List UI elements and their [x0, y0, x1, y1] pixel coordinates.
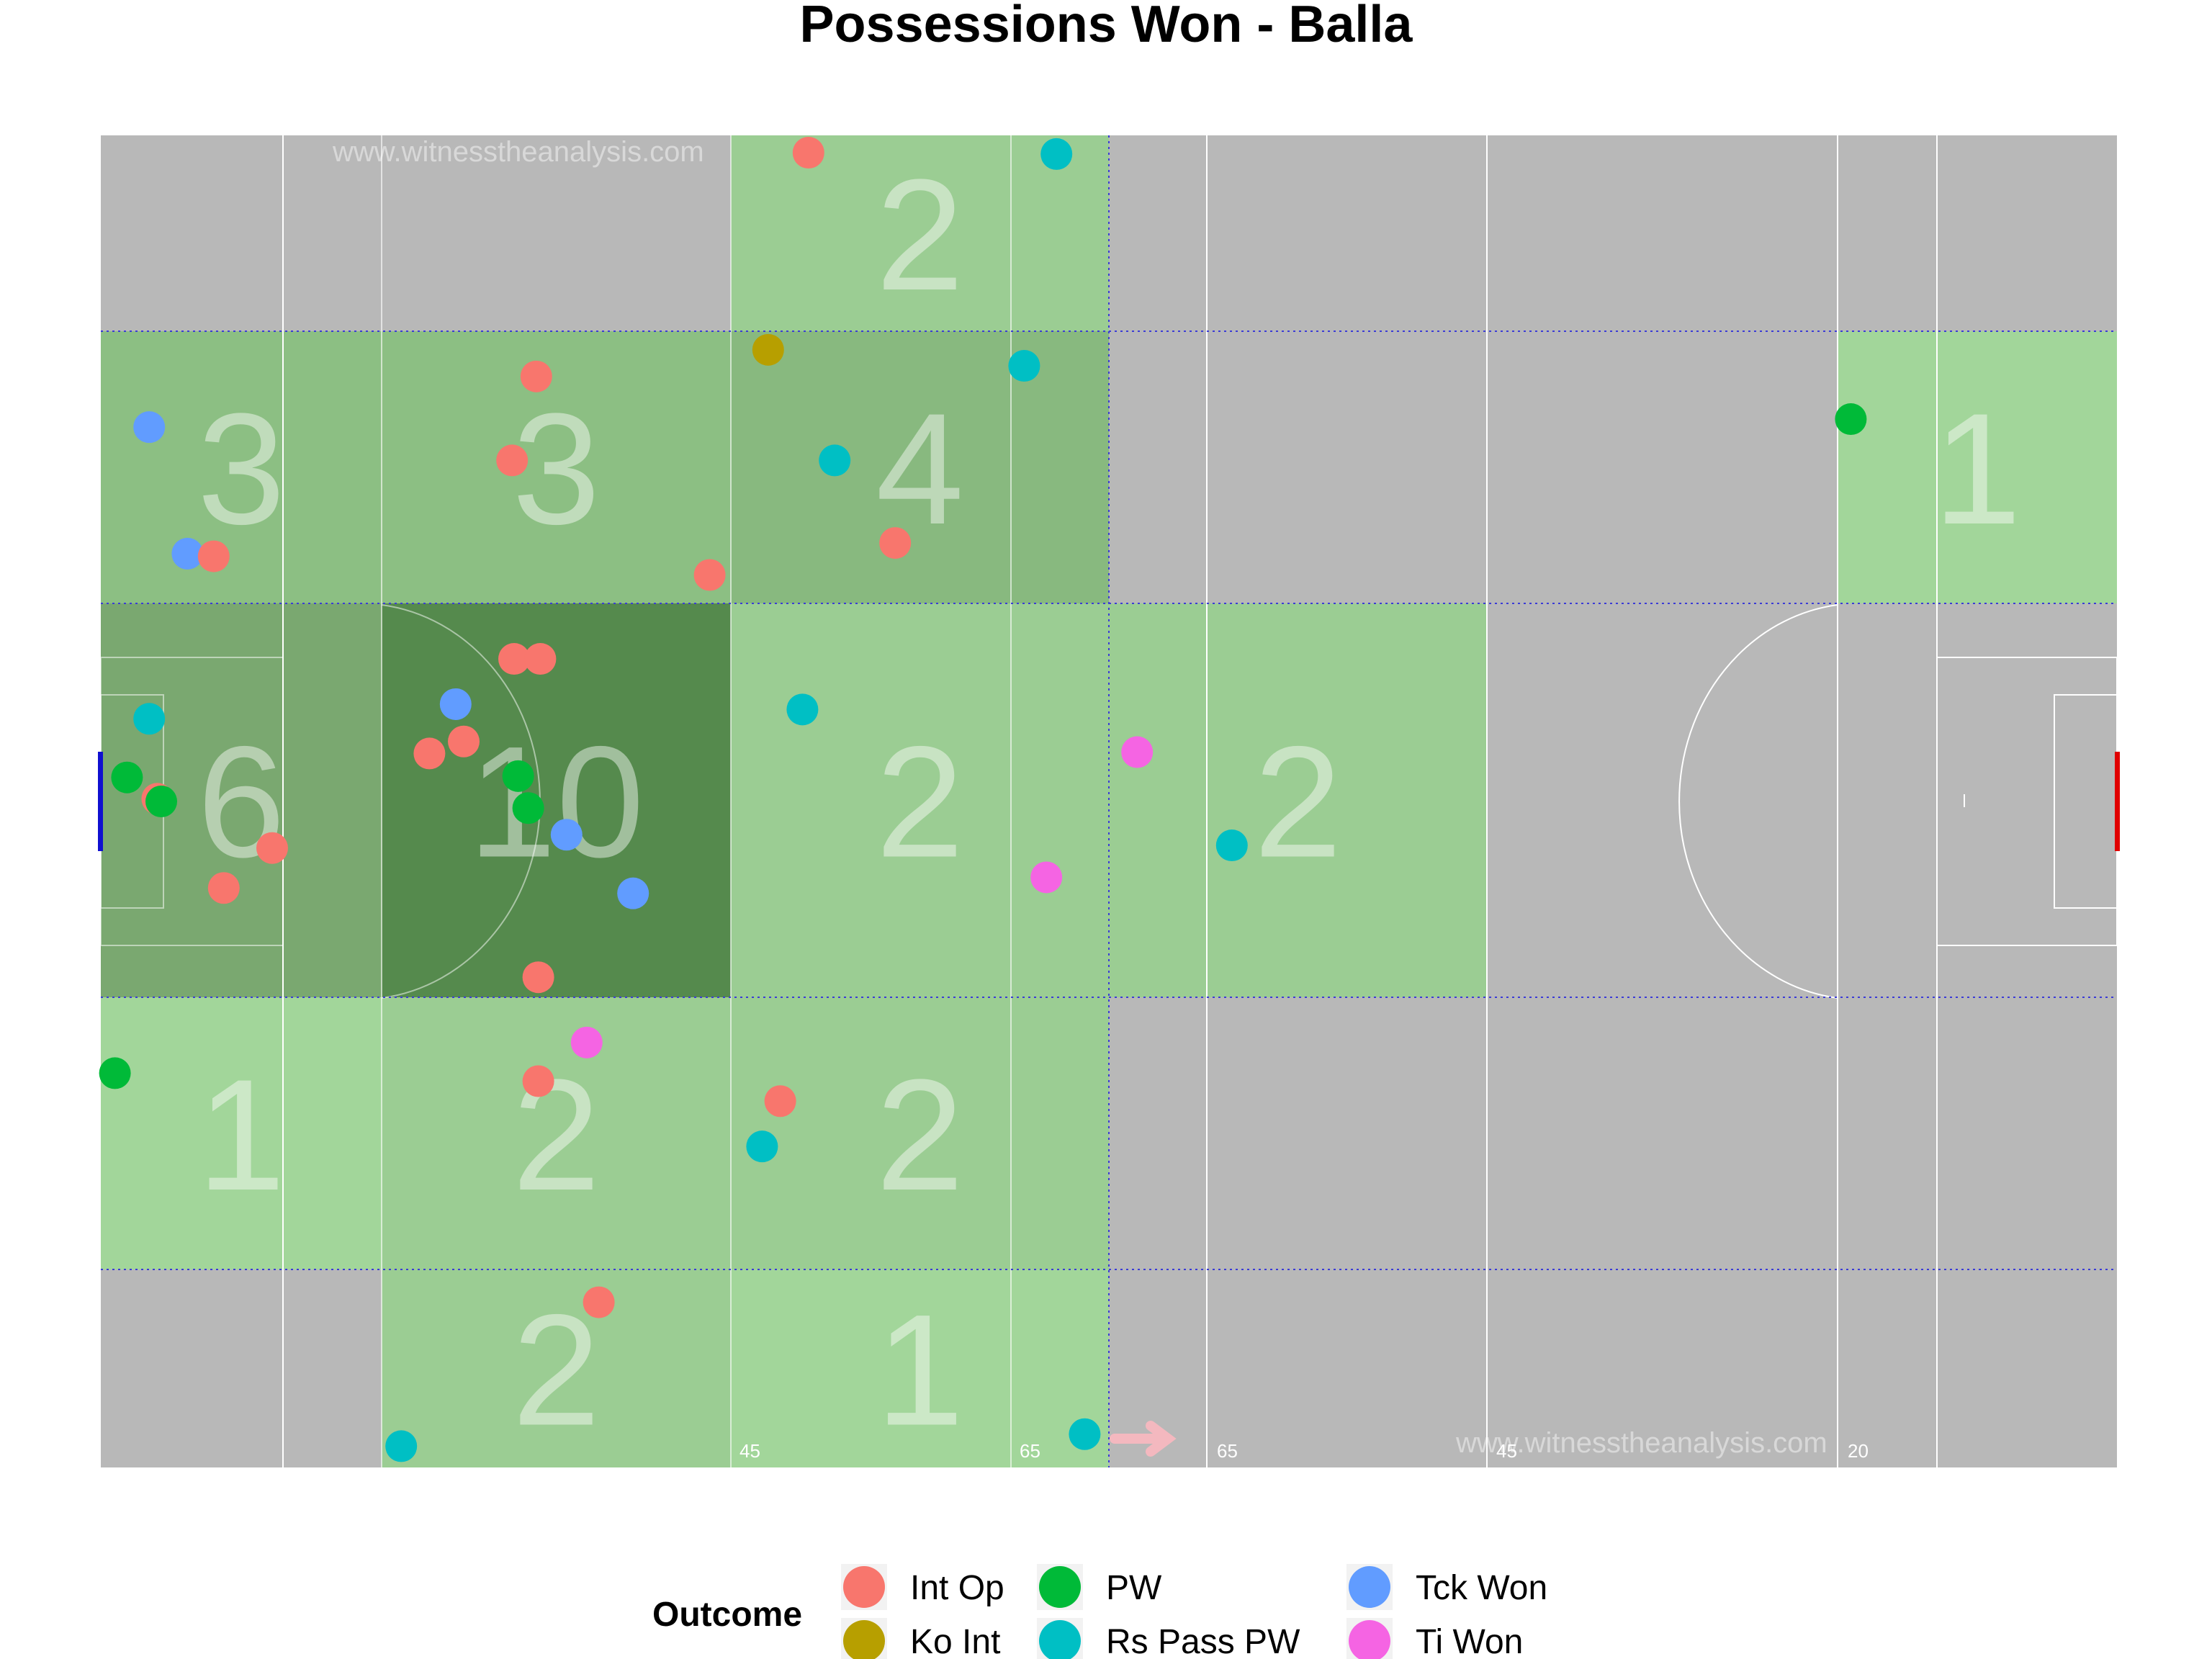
attack-direction-arrow [1110, 1421, 1177, 1457]
point-13 [498, 643, 530, 675]
point-26 [550, 819, 583, 851]
point-38 [583, 1286, 615, 1318]
legend-label-3: Rs Pass PW [1106, 1623, 1300, 1659]
point-18 [448, 725, 480, 757]
zone-11 [731, 997, 1109, 1269]
goal-right [2115, 752, 2120, 851]
point-4 [520, 360, 552, 392]
point-22 [111, 761, 143, 793]
zone-2 [731, 135, 1109, 331]
legend-swatch-3 [1039, 1620, 1081, 1659]
point-0 [792, 137, 824, 169]
pitch-label-65-left: 65 [1020, 1440, 1040, 1462]
pitch-label-20-right: 20 [1848, 1440, 1869, 1462]
zone-0 [101, 331, 382, 603]
legend-title: Outcome [652, 1596, 802, 1634]
legend-label-0: Int Op [910, 1569, 1004, 1607]
pitch-lines [100, 135, 2118, 1467]
zone-7 [1109, 603, 1487, 997]
zone-5 [382, 603, 731, 997]
point-10 [171, 537, 204, 570]
zone-6 [731, 603, 1109, 997]
legend-label-2: PW [1106, 1569, 1162, 1607]
chart-title: Possessions Won - Balla [800, 0, 1413, 53]
point-21 [502, 760, 534, 792]
point-7 [496, 444, 529, 477]
point-35 [522, 1065, 554, 1097]
point-6 [133, 411, 166, 444]
point-32 [522, 961, 554, 994]
point-15 [439, 688, 472, 720]
zone-9 [101, 997, 382, 1269]
point-36 [764, 1085, 796, 1118]
legend-swatch-5 [1349, 1620, 1390, 1659]
watermark-bottom: www.witnesstheanalysis.com [1455, 1427, 1827, 1459]
legend-entries: Int Op Ko Int PW Rs Pass PW Tck Won Ti Won [841, 1564, 1547, 1659]
zone-count-8: 1 [1933, 380, 2021, 557]
point-1 [1040, 138, 1073, 170]
point-39 [385, 1430, 418, 1462]
legend-swatch-1 [843, 1620, 885, 1659]
zone-8 [1838, 331, 2117, 603]
point-8 [819, 444, 851, 477]
points-layer [99, 137, 1867, 1462]
zone-count-6: 2 [876, 714, 963, 891]
point-5 [1835, 403, 1867, 436]
point-9 [879, 527, 912, 559]
point-28 [1215, 830, 1248, 862]
point-16 [786, 693, 819, 726]
zone-10 [382, 997, 731, 1269]
zone-count-1: 3 [512, 380, 600, 557]
pitch-label-45-left: 45 [739, 1440, 760, 1462]
point-3 [1008, 350, 1040, 382]
legend-swatch-0 [843, 1566, 885, 1608]
zone-grid-lines [101, 135, 2117, 1467]
legend-label-1: Ko Int [910, 1623, 1000, 1659]
legend-label-5: Ti Won [1416, 1623, 1523, 1659]
point-19 [413, 737, 446, 770]
arc-right [1678, 604, 1838, 999]
point-17 [133, 703, 166, 735]
point-24 [145, 786, 177, 817]
zone-count-2: 2 [876, 146, 963, 323]
legend-swatch-2 [1039, 1566, 1081, 1608]
point-27 [256, 832, 288, 864]
point-29 [207, 872, 240, 904]
legend: Outcome Int Op Ko Int PW Rs Pass PW Tck Won T… [652, 1564, 1547, 1659]
zone-13 [731, 1269, 1109, 1467]
point-37 [746, 1130, 778, 1163]
legend-swatch-4 [1349, 1566, 1390, 1608]
zone-count-13: 1 [876, 1282, 963, 1459]
point-30 [617, 877, 649, 909]
zone-count-11: 2 [876, 1046, 963, 1223]
watermark-top: www.witnesstheanalysis.com [332, 136, 704, 168]
point-25 [512, 792, 544, 824]
point-11 [197, 540, 230, 572]
zone-3 [731, 331, 1109, 603]
point-2 [752, 333, 784, 366]
zone-12 [382, 1269, 731, 1467]
pitch-label-65-right: 65 [1217, 1440, 1238, 1462]
point-14 [524, 643, 557, 675]
goal-left [98, 752, 103, 851]
point-31 [1030, 861, 1063, 894]
zone-1 [382, 331, 731, 603]
arrow-head [1146, 1421, 1177, 1457]
point-20 [1121, 736, 1154, 768]
pitch-label-45-right: 45 [1496, 1440, 1517, 1462]
zone-count-9: 1 [197, 1046, 285, 1223]
point-12 [693, 559, 726, 591]
point-34 [99, 1057, 131, 1089]
pitch-line-labels: 45 65 65 45 20 [739, 1440, 1869, 1462]
point-40 [1069, 1418, 1101, 1450]
zone-count-5: 10 [468, 714, 644, 891]
zone-count-0: 3 [197, 380, 285, 557]
zone-count-7: 2 [1254, 714, 1341, 891]
point-33 [570, 1026, 603, 1058]
legend-label-4: Tck Won [1416, 1569, 1547, 1607]
zone-count-3: 4 [876, 380, 963, 557]
